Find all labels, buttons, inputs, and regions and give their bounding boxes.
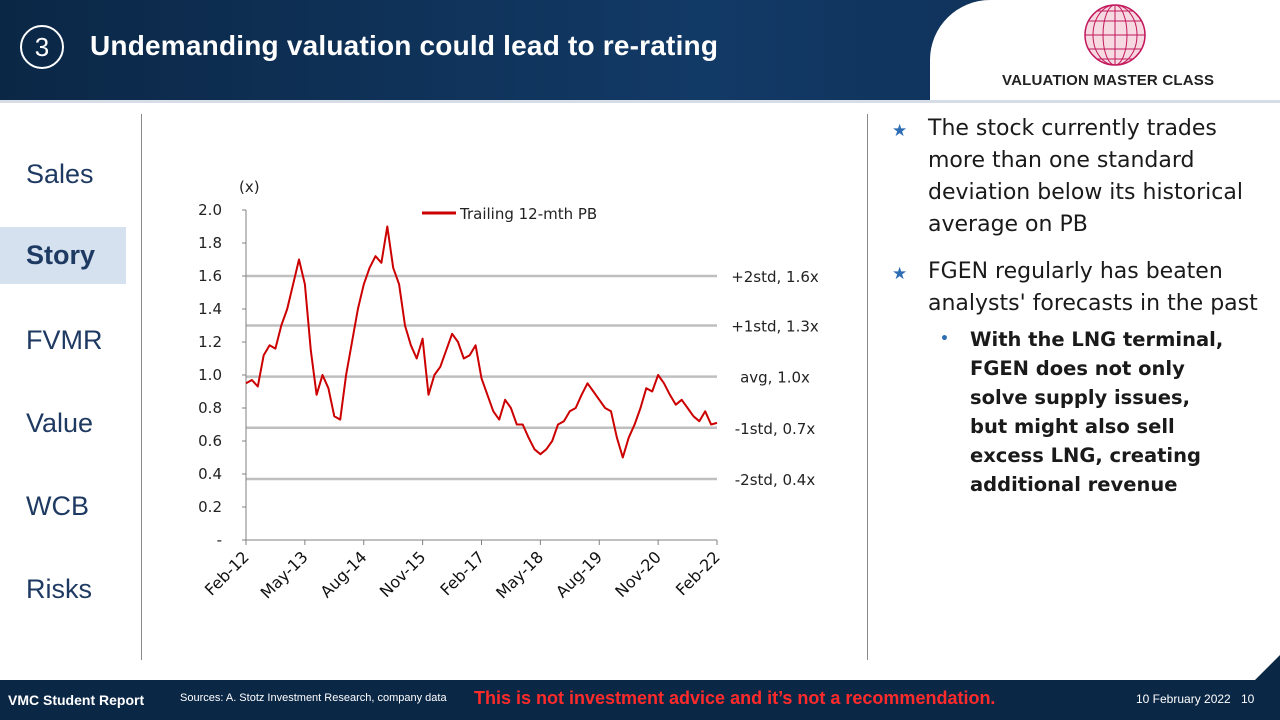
nav-item-value[interactable]: Value [26,408,94,438]
reference-line-label-0: +2std, 1.6x [731,268,819,286]
bullet-2: ★ FGEN regularly has beaten analysts' fo… [892,256,1268,320]
y-tick-label-10: 2.0 [198,201,222,219]
series-line-trailing-pb [245,225,718,459]
x-tick-label-8: Feb-22 [672,547,724,599]
reference-line-label-4: -2std, 0.4x [735,471,816,489]
star-bullet-icon: ★ [892,121,908,141]
reference-line-label-3: -1std, 0.7x [735,420,816,438]
footer-bar [0,680,1280,720]
sub-bullet: • With the LNG terminal, FGEN does not o… [932,325,1232,499]
footer-disclaimer: This is not investment advice and it’s n… [474,688,996,708]
x-tick-label-1: May-13 [257,547,312,602]
reference-line-label-1: +1std, 1.3x [731,318,819,336]
legend-label: Trailing 12-mth PB [459,205,597,223]
star-bullet-icon: ★ [892,264,908,284]
header-divider [0,100,1280,103]
x-tick-label-6: Aug-19 [552,547,606,601]
y-tick-label-9: 1.8 [198,234,222,252]
y-tick-label-7: 1.4 [198,300,222,318]
y-tick-label-2: 0.4 [198,465,222,483]
y-tick-labels: - 0.2 0.4 0.6 0.8 1.0 1.2 1.4 1.6 1.8 2.0 [198,201,246,549]
nav-item-story[interactable]: Story [0,227,126,284]
y-tick-label-8: 1.6 [198,267,222,285]
reference-lines: +2std, 1.6x +1std, 1.3x avg, 1.0x -1std, 0.… [246,268,819,489]
nav-item-wcb[interactable]: WCB [26,491,89,521]
y-tick-label-6: 1.2 [198,333,222,351]
y-tick-label-0: - [217,531,222,549]
footer-report-name: VMC Student Report [8,692,145,708]
footer-page-number: 10 [1241,692,1255,706]
x-tick-label-4: Feb-17 [436,547,488,599]
dot-bullet-icon: • [940,331,949,347]
x-tick-label-5: May-18 [492,547,547,602]
x-tick-label-7: Nov-20 [611,547,665,601]
sub-bullet-text: With the LNG terminal, FGEN does not onl… [970,328,1224,496]
section-number-badge: 3 [20,25,64,69]
y-tick-label-1: 0.2 [198,498,222,516]
globe-logo-icon [1084,4,1146,66]
x-tick-labels: Feb-12 May-13 Aug-14 Nov-15 Feb-17 May-18 Aug-… [201,540,724,603]
x-tick-label-0: Feb-12 [201,547,253,599]
nav-item-fvmr[interactable]: FVMR [26,325,103,355]
nav-divider [141,114,142,660]
bullet-1: ★ The stock currently trades more than o… [892,113,1268,241]
bullet-1-text: The stock currently trades more than one… [928,116,1243,237]
x-tick-label-2: Aug-14 [317,547,371,601]
page-title: Undemanding valuation could lead to re-r… [90,30,719,61]
y-tick-label-3: 0.6 [198,432,222,450]
y-tick-label-5: 1.0 [198,366,222,384]
logo-text: VALUATION MASTER CLASS [1002,72,1215,89]
reference-line-label-2: avg, 1.0x [740,369,810,387]
footer-date: 10 February 2022 [1136,692,1231,706]
bullet-2-text: FGEN regularly has beaten analysts' fore… [928,259,1258,316]
pb-chart: +2std, 1.6x +1std, 1.3x avg, 1.0x -1std, 0.… [198,178,819,603]
chart-divider [867,114,868,660]
x-tick-label-3: Nov-15 [376,547,430,601]
y-tick-label-4: 0.8 [198,399,222,417]
footer-sources: Sources: A. Stotz Investment Research, c… [180,692,447,704]
nav-item-risks[interactable]: Risks [26,574,92,604]
y-unit-label: (x) [239,178,260,196]
nav-item-sales[interactable]: Sales [26,159,94,189]
